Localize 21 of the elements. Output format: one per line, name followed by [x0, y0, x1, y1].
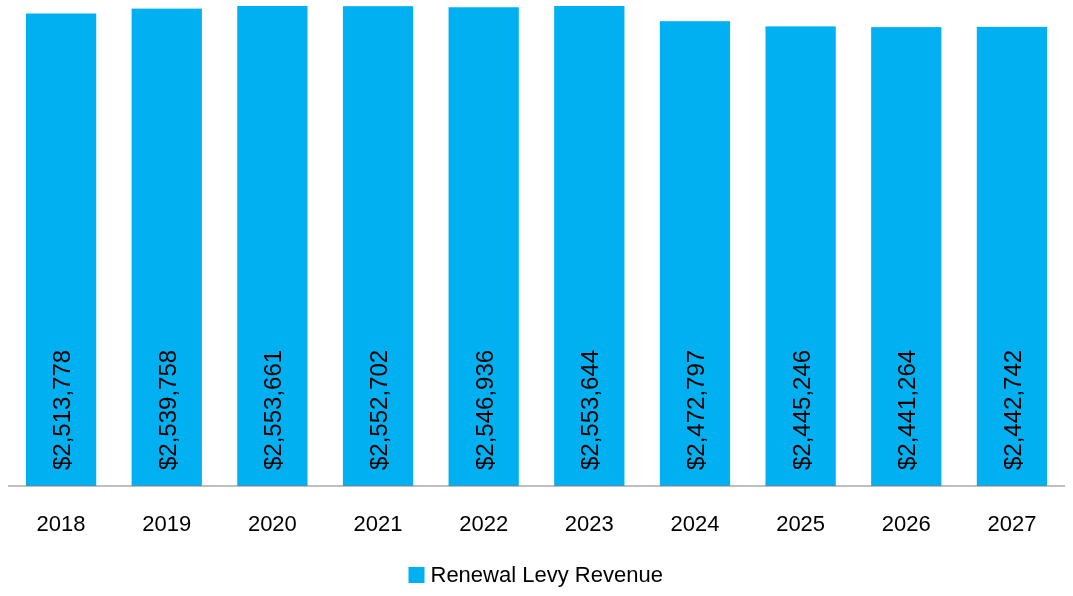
x-tick-label: 2025	[776, 511, 826, 536]
legend-label: Renewal Levy Revenue	[430, 562, 663, 587]
data-label: $2,513,778	[48, 349, 76, 470]
data-label: $2,472,797	[681, 349, 709, 470]
x-tick-label: 2019	[142, 511, 192, 536]
x-tick-label: 2026	[881, 511, 931, 536]
x-tick-label: 2023	[564, 511, 614, 536]
x-tick-label: 2018	[36, 511, 86, 536]
data-label: $2,539,758	[153, 349, 181, 470]
data-label: $2,553,661	[259, 349, 287, 470]
data-label: $2,546,936	[470, 349, 498, 470]
x-tick-label: 2022	[459, 511, 509, 536]
x-tick-label: 2027	[987, 511, 1037, 536]
data-label: $2,553,644	[576, 349, 604, 470]
data-label: $2,445,246	[787, 349, 815, 470]
data-label: $2,441,264	[893, 349, 921, 470]
data-label: $2,442,742	[998, 349, 1026, 470]
x-tick-label: 2020	[247, 511, 297, 536]
data-label: $2,552,702	[365, 349, 393, 470]
x-tick-label: 2024	[670, 511, 720, 536]
x-tick-label: 2021	[353, 511, 403, 536]
